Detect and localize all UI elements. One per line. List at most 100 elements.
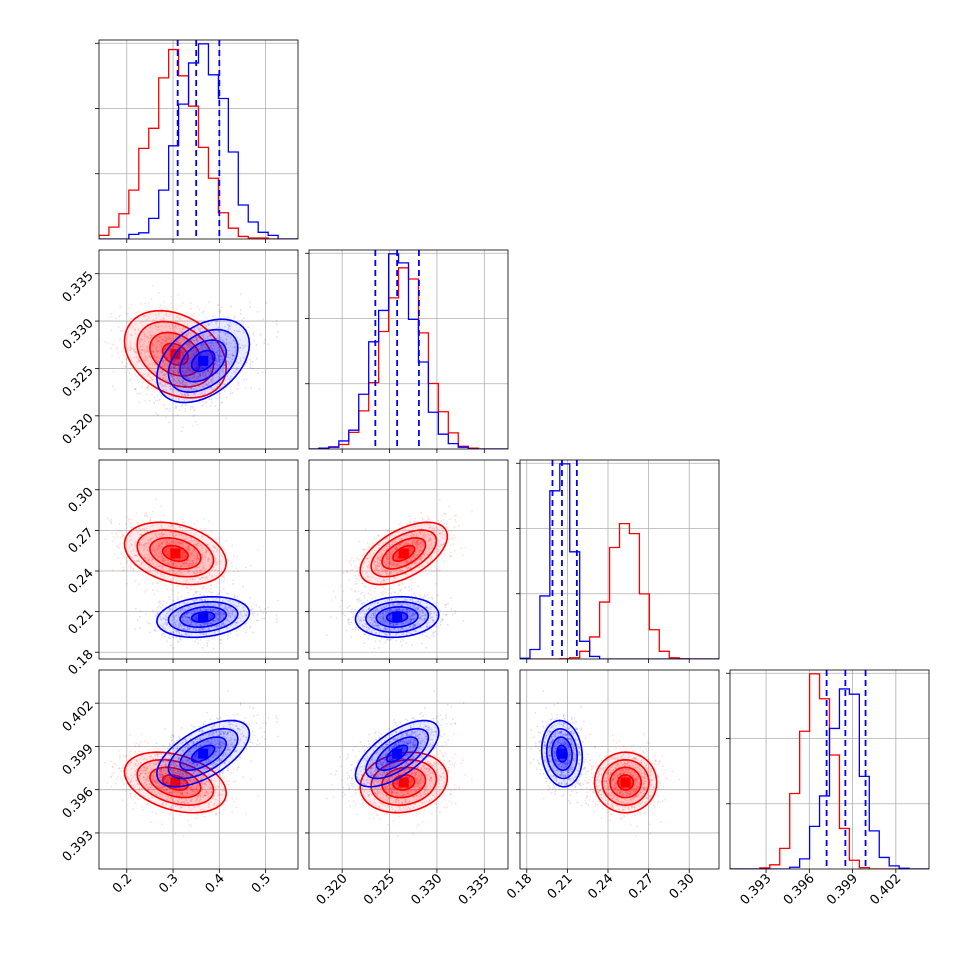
sample-point xyxy=(209,371,212,374)
sample-point xyxy=(186,344,189,346)
sample-point xyxy=(229,375,232,378)
sample-point xyxy=(187,368,190,371)
sample-point xyxy=(197,375,200,378)
sample-point xyxy=(179,343,182,345)
sample-point xyxy=(152,334,154,337)
sample-point xyxy=(261,371,264,374)
sample-point xyxy=(179,350,182,353)
sample-point xyxy=(201,346,203,349)
sample-point xyxy=(190,386,193,389)
sample-point xyxy=(209,379,212,382)
sample-point xyxy=(182,380,185,383)
sample-point xyxy=(172,338,175,341)
sample-point xyxy=(104,341,106,344)
sample-point xyxy=(205,383,207,386)
sample-point xyxy=(109,519,112,522)
sample-point xyxy=(181,328,184,330)
sample-point xyxy=(217,330,220,333)
sample-point xyxy=(180,394,183,396)
sample-point xyxy=(181,349,184,352)
sample-point xyxy=(139,368,141,370)
sample-point xyxy=(193,348,195,351)
sample-point xyxy=(190,565,193,567)
sample-point xyxy=(215,351,218,354)
sample-point xyxy=(205,346,207,349)
sample-point xyxy=(201,385,204,388)
sample-point xyxy=(219,392,222,395)
sample-point xyxy=(142,381,145,383)
sample-point xyxy=(185,385,188,388)
sample-point xyxy=(215,367,218,370)
sample-point xyxy=(179,392,182,395)
sample-point xyxy=(198,336,201,339)
sample-point xyxy=(203,385,206,388)
sample-point xyxy=(188,377,190,380)
sample-point xyxy=(143,512,146,515)
sample-point xyxy=(164,325,167,328)
sample-point xyxy=(177,361,180,364)
sample-point xyxy=(205,402,208,404)
sample-point xyxy=(239,309,242,312)
sample-point xyxy=(130,347,133,350)
sample-point xyxy=(194,640,196,643)
sample-point xyxy=(234,342,237,345)
sample-point xyxy=(124,523,127,526)
sample-point xyxy=(146,385,149,387)
sample-point xyxy=(147,559,149,562)
sample-point xyxy=(249,366,251,369)
sample-point xyxy=(167,338,169,341)
sample-point xyxy=(147,373,150,376)
sample-point xyxy=(217,360,220,362)
sample-point xyxy=(183,393,186,395)
sample-point xyxy=(219,352,222,355)
sample-point xyxy=(187,333,190,336)
sample-point xyxy=(157,542,160,544)
sample-point xyxy=(196,341,199,343)
sample-point xyxy=(206,352,209,354)
sample-point xyxy=(229,328,231,330)
sample-point xyxy=(184,365,186,368)
sample-point xyxy=(187,367,189,370)
sample-point xyxy=(193,379,196,381)
sample-point xyxy=(207,373,210,376)
sample-point xyxy=(217,304,219,307)
sample-point xyxy=(140,338,143,341)
sample-point xyxy=(242,321,245,324)
sample-point xyxy=(207,327,210,330)
sample-point xyxy=(186,334,189,336)
sample-point xyxy=(197,553,200,556)
sample-point xyxy=(210,366,213,369)
sample-point xyxy=(421,516,424,519)
sample-point xyxy=(172,388,175,391)
sample-point xyxy=(209,335,212,337)
sample-point xyxy=(148,337,151,340)
sample-point xyxy=(197,336,200,339)
sample-point xyxy=(177,345,180,347)
sample-point xyxy=(145,351,148,353)
sample-point xyxy=(251,612,254,615)
sample-point xyxy=(162,339,165,342)
sample-point xyxy=(130,358,133,361)
sample-point xyxy=(164,339,167,342)
sample-point xyxy=(178,330,181,333)
sample-point xyxy=(212,331,215,333)
sample-point xyxy=(154,629,157,631)
sample-point xyxy=(143,315,146,318)
sample-point xyxy=(181,351,184,354)
sample-point xyxy=(235,330,238,333)
sample-point xyxy=(360,554,363,557)
sample-point xyxy=(121,361,124,364)
sample-point xyxy=(417,585,419,588)
sample-point xyxy=(223,548,226,551)
sample-point xyxy=(232,354,234,357)
sample-point xyxy=(130,327,133,329)
sample-point xyxy=(142,358,145,361)
sample-point xyxy=(190,353,193,355)
sample-point xyxy=(209,366,212,369)
sample-point xyxy=(231,358,234,361)
sample-point xyxy=(164,347,167,350)
sample-point xyxy=(204,389,206,392)
sample-point xyxy=(186,364,189,366)
sample-point xyxy=(186,370,188,373)
sample-point xyxy=(182,328,184,331)
